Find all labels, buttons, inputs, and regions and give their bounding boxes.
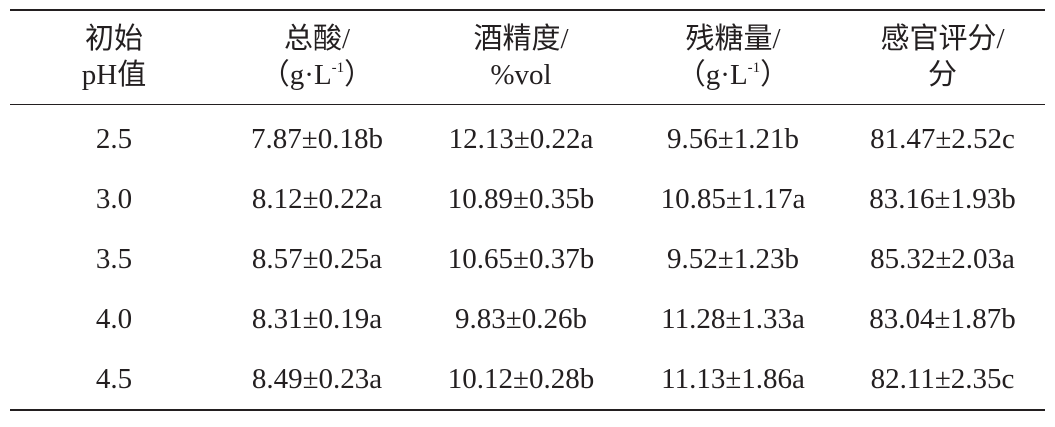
cell-sensory-score: 83.04±1.87b [869,302,1016,335]
table-row: 2.5 7.87±0.18b 12.13±0.22a 9.56±1.21b 81… [10,105,1045,170]
cell-residual-sugar: 9.52±1.23b [667,242,799,275]
header-row: 初始 pH值 总酸/ （g·L-1） 酒精度/ %vol 残糖量/ （g·L-1… [10,10,1045,105]
cell-sensory-score: 81.47±2.52c [870,122,1015,155]
table-row: 3.0 8.12±0.22a 10.89±0.35b 10.85±1.17a 8… [10,169,1045,229]
header-initial-ph: 初始 pH值 [10,10,218,105]
cell-total-acid: 8.49±0.23a [251,362,383,395]
cell-residual-sugar: 10.85±1.17a [660,182,806,215]
cell-sensory-score: 85.32±2.03a [870,242,1015,275]
cell-residual-sugar: 11.13±1.86a [661,362,805,395]
cell-alcohol: 12.13±0.22a [448,122,594,155]
cell-initial-ph: 3.0 [95,182,133,215]
results-table-container: 初始 pH值 总酸/ （g·L-1） 酒精度/ %vol 残糖量/ （g·L-1… [10,9,1045,411]
fermentation-results-table: 初始 pH值 总酸/ （g·L-1） 酒精度/ %vol 残糖量/ （g·L-1… [10,9,1045,411]
cell-total-acid: 8.31±0.19a [251,302,383,335]
cell-total-acid: 8.12±0.22a [251,182,383,215]
cell-alcohol: 9.83±0.26b [455,302,587,335]
header-residual-sugar: 残糖量/ （g·L-1） [626,10,840,105]
cell-total-acid: 8.57±0.25a [251,242,383,275]
table-row: 3.5 8.57±0.25a 10.65±0.37b 9.52±1.23b 85… [10,229,1045,289]
cell-initial-ph: 3.5 [95,242,133,275]
cell-alcohol: 10.12±0.28b [447,362,595,395]
table-row: 4.0 8.31±0.19a 9.83±0.26b 11.28±1.33a 83… [10,289,1045,349]
cell-alcohol: 10.65±0.37b [447,242,595,275]
table-row: 4.5 8.49±0.23a 10.12±0.28b 11.13±1.86a 8… [10,349,1045,410]
cell-residual-sugar: 9.56±1.21b [667,122,799,155]
cell-alcohol: 10.89±0.35b [447,182,595,215]
cell-initial-ph: 2.5 [95,122,133,155]
cell-residual-sugar: 11.28±1.33a [661,302,805,335]
table-body: 2.5 7.87±0.18b 12.13±0.22a 9.56±1.21b 81… [10,105,1045,411]
header-total-acid: 总酸/ （g·L-1） [218,10,416,105]
cell-total-acid: 7.87±0.18b [251,122,383,155]
header-alcohol: 酒精度/ %vol [416,10,626,105]
cell-initial-ph: 4.5 [95,362,133,395]
table-header: 初始 pH值 总酸/ （g·L-1） 酒精度/ %vol 残糖量/ （g·L-1… [10,10,1045,105]
header-sensory-score: 感官评分/ 分 [840,10,1045,105]
cell-sensory-score: 83.16±1.93b [869,182,1016,215]
cell-sensory-score: 82.11±2.35c [870,362,1015,395]
cell-initial-ph: 4.0 [95,302,133,335]
